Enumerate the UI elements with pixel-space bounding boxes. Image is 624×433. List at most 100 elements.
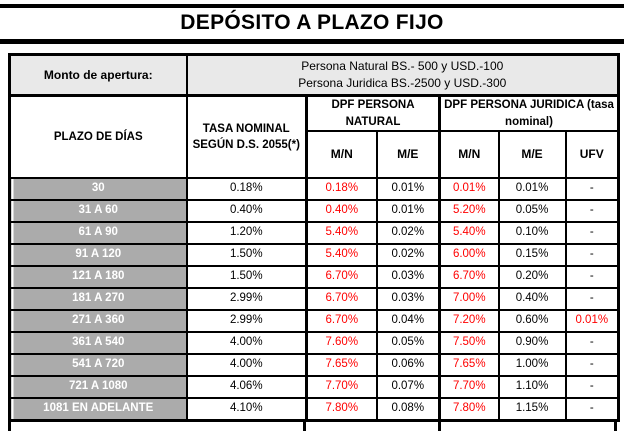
rate-cell: - bbox=[564, 375, 620, 399]
rate-cell: 7.80% bbox=[305, 397, 378, 422]
subheader-juridica-mn: M/N bbox=[438, 130, 500, 179]
rate-cell: 0.40% bbox=[305, 199, 378, 223]
tasa-nominal-column-header: TASA NOMINAL SEGÚN D.S. 2055(*) bbox=[185, 94, 308, 179]
table-row: 91 A 120 1.50% 5.40% 0.02% 6.00% 0.15% - bbox=[8, 243, 620, 267]
rate-cell: 0.07% bbox=[375, 375, 441, 399]
rate-cell: 7.60% bbox=[305, 331, 378, 355]
rate-cell: 0.01% bbox=[375, 177, 441, 201]
rate-cell: 0.02% bbox=[375, 221, 441, 245]
rate-cell: 0.20% bbox=[497, 265, 567, 289]
stub-juridica-section-border bbox=[438, 422, 441, 431]
persona-natural-group-header: DPF PERSONA NATURAL bbox=[305, 94, 441, 132]
table-row: 721 A 1080 4.06% 7.70% 0.07% 7.70% 1.10% - bbox=[8, 375, 620, 399]
rate-cell: 7.00% bbox=[438, 287, 500, 311]
rate-cell: 1.10% bbox=[497, 375, 567, 399]
table-row: 271 A 360 2.99% 6.70% 0.04% 7.20% 0.60% 0.01% bbox=[8, 309, 620, 333]
opening-amount-values: Persona Natural BS.- 500 y USD.-100 Pers… bbox=[185, 53, 620, 97]
table-row: 121 A 180 1.50% 6.70% 0.03% 6.70% 0.20% - bbox=[8, 265, 620, 289]
opening-amount-row: Monto de apertura: Persona Natural BS.- … bbox=[8, 53, 620, 97]
subheader-natural-mn: M/N bbox=[305, 130, 378, 179]
title-band: DEPÓSITO A PLAZO FIJO bbox=[0, 0, 624, 44]
rate-cell: 6.70% bbox=[438, 265, 500, 289]
title-top-rule bbox=[0, 4, 624, 8]
rate-cell: 0.01% bbox=[438, 177, 500, 201]
rate-cell: 7.70% bbox=[305, 375, 378, 399]
header-sub-row: M/N M/E M/N M/E UFV bbox=[10, 130, 620, 179]
rate-cell: 0.05% bbox=[375, 331, 441, 355]
page-title: DEPÓSITO A PLAZO FIJO bbox=[180, 11, 444, 34]
rate-cell: 1.50% bbox=[185, 265, 308, 289]
opening-amount-label: Monto de apertura: bbox=[8, 53, 188, 97]
rate-cell: 0.90% bbox=[497, 331, 567, 355]
rate-rows: 30 0.18% 0.18% 0.01% 0.01% 0.01% -31 A 60 0.40%… bbox=[8, 177, 620, 422]
rate-cell: 0.01% bbox=[497, 177, 567, 201]
rate-cell: 7.65% bbox=[438, 353, 500, 377]
rate-cell: 1.50% bbox=[185, 243, 308, 267]
plazo-range-label: 1081 EN ADELANTE bbox=[8, 397, 188, 422]
plazo-range-label: 721 A 1080 bbox=[8, 375, 188, 399]
rate-cell: 0.60% bbox=[497, 309, 567, 333]
rate-cell: 7.20% bbox=[438, 309, 500, 333]
rate-cell: 0.03% bbox=[375, 265, 441, 289]
plazo-range-label: 181 A 270 bbox=[8, 287, 188, 311]
plazo-range-label: 30 bbox=[8, 177, 188, 201]
rate-cell: 5.40% bbox=[305, 243, 378, 267]
rate-cell: 0.40% bbox=[497, 287, 567, 311]
rate-cell: 0.01% bbox=[564, 309, 620, 333]
rate-cell: 4.06% bbox=[185, 375, 308, 399]
rate-cell: 6.00% bbox=[438, 243, 500, 267]
rate-cell: 2.99% bbox=[185, 309, 308, 333]
rate-cell: 4.00% bbox=[185, 353, 308, 377]
rate-cell: 7.80% bbox=[438, 397, 500, 422]
rate-cell: 6.70% bbox=[305, 287, 378, 311]
table-row: 541 A 720 4.00% 7.65% 0.06% 7.65% 1.00% - bbox=[8, 353, 620, 377]
rate-cell: 0.02% bbox=[375, 243, 441, 267]
rate-cell: - bbox=[564, 353, 620, 377]
stub-natural-section-border bbox=[303, 422, 306, 431]
subheader-ufv: UFV bbox=[564, 130, 620, 179]
plazo-range-label: 361 A 540 bbox=[8, 331, 188, 355]
deposit-rates-table: Monto de apertura: Persona Natural BS.- … bbox=[8, 53, 621, 422]
rate-cell: - bbox=[564, 397, 620, 422]
plazo-range-label: 61 A 90 bbox=[8, 221, 188, 245]
plazo-range-label: 271 A 360 bbox=[8, 309, 188, 333]
rate-cell: - bbox=[564, 199, 620, 223]
plazo-range-label: 31 A 60 bbox=[8, 199, 188, 223]
rate-cell: 1.00% bbox=[497, 353, 567, 377]
stub-right-border bbox=[614, 422, 617, 431]
rate-cell: - bbox=[564, 331, 620, 355]
rate-cell: 5.40% bbox=[305, 221, 378, 245]
rate-cell: 0.01% bbox=[375, 199, 441, 223]
rate-cell: 6.70% bbox=[305, 309, 378, 333]
rate-cell: 0.03% bbox=[375, 287, 441, 311]
rate-cell: 1.20% bbox=[185, 221, 308, 245]
rate-cell: 0.40% bbox=[185, 199, 308, 223]
table-row: 61 A 90 1.20% 5.40% 0.02% 5.40% 0.10% - bbox=[8, 221, 620, 245]
rate-cell: 7.70% bbox=[438, 375, 500, 399]
opening-amount-juridica: Persona Juridica BS.-2500 y USD.-300 bbox=[298, 76, 507, 90]
rate-cell: 0.18% bbox=[185, 177, 308, 201]
rate-cell: 6.70% bbox=[305, 265, 378, 289]
rate-cell: 5.40% bbox=[438, 221, 500, 245]
table-continuation-stubs bbox=[0, 422, 624, 431]
rate-cell: 1.15% bbox=[497, 397, 567, 422]
rate-cell: - bbox=[564, 265, 620, 289]
rate-cell: 5.20% bbox=[438, 199, 500, 223]
table-row: 31 A 60 0.40% 0.40% 0.01% 5.20% 0.05% - bbox=[8, 199, 620, 223]
rate-cell: - bbox=[564, 243, 620, 267]
subheader-juridica-me: M/E bbox=[497, 130, 567, 179]
opening-amount-natural: Persona Natural BS.- 500 y USD.-100 bbox=[301, 58, 504, 73]
rate-cell: 7.65% bbox=[305, 353, 378, 377]
plazo-range-label: 91 A 120 bbox=[8, 243, 188, 267]
rate-cell: 4.00% bbox=[185, 331, 308, 355]
rate-cell: 0.05% bbox=[497, 199, 567, 223]
table-row: 361 A 540 4.00% 7.60% 0.05% 7.50% 0.90% - bbox=[8, 331, 620, 355]
plazo-range-label: 121 A 180 bbox=[8, 265, 188, 289]
plazo-column-header: PLAZO DE DÍAS bbox=[8, 94, 188, 179]
rate-cell: 0.10% bbox=[497, 221, 567, 245]
plazo-range-label: 541 A 720 bbox=[8, 353, 188, 377]
table-row: 30 0.18% 0.18% 0.01% 0.01% 0.01% - bbox=[8, 177, 620, 201]
rate-cell: - bbox=[564, 221, 620, 245]
rate-cell: 7.50% bbox=[438, 331, 500, 355]
